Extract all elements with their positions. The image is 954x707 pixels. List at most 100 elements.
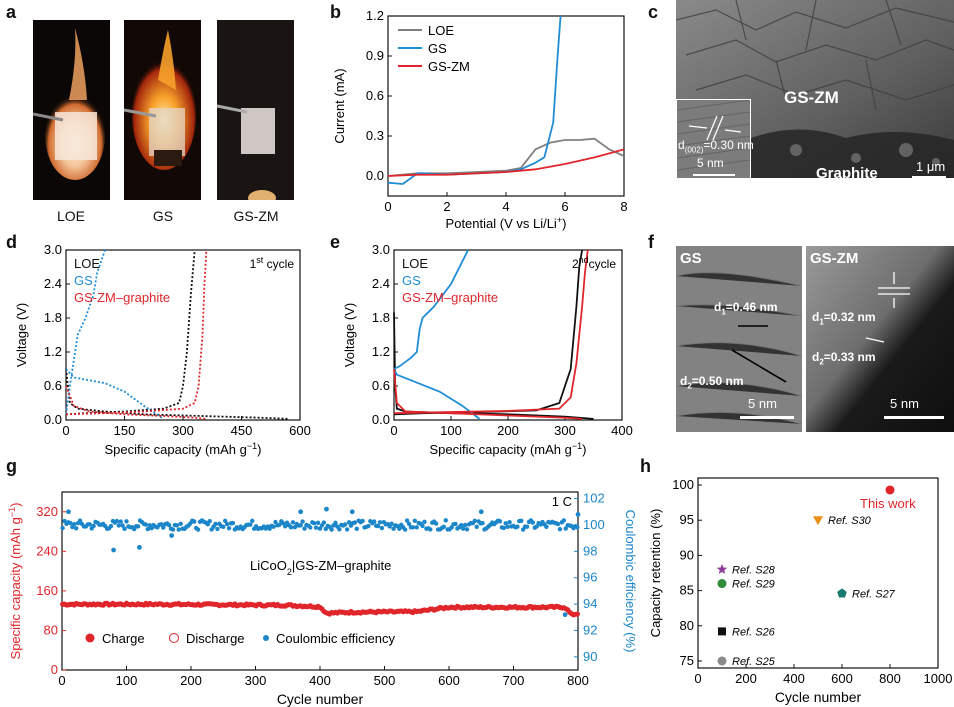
x-tick-label: 6 bbox=[561, 199, 568, 214]
ce-point bbox=[410, 525, 416, 530]
legend-discharge-marker bbox=[169, 633, 179, 643]
ce-point bbox=[344, 527, 350, 532]
x-tick-label: 0 bbox=[58, 673, 65, 688]
ce-point bbox=[226, 526, 232, 531]
point-ref-s27 bbox=[837, 588, 847, 598]
series-line-4 bbox=[393, 368, 583, 420]
plot-frame bbox=[65, 249, 301, 421]
ce-point bbox=[530, 520, 536, 525]
label-point-ref-s25: Ref. S25 bbox=[732, 656, 776, 668]
sem-label-gszm: GS-ZM bbox=[784, 88, 839, 107]
ce-point bbox=[534, 524, 539, 529]
panel-letter-b: b bbox=[330, 2, 341, 22]
lattice-fringe-icon bbox=[676, 99, 751, 171]
ce-point bbox=[170, 527, 176, 532]
panel-letter-c: c bbox=[648, 2, 659, 22]
ce-point bbox=[315, 520, 321, 526]
sem-scale-bar bbox=[912, 176, 946, 178]
x-tick-label: 800 bbox=[879, 671, 901, 686]
ce-point bbox=[555, 521, 561, 527]
ce-outlier-point bbox=[111, 547, 116, 553]
inset-scale-bar bbox=[693, 174, 735, 176]
ce-point bbox=[544, 524, 549, 530]
ce-point bbox=[371, 519, 377, 524]
ce-point bbox=[192, 519, 197, 524]
ce-point bbox=[342, 522, 348, 527]
chart-g: 0 100 200 300 400 500 600 700 800 0 80 160 240 320 90 9… bbox=[7, 491, 638, 707]
flame-photo-loe bbox=[33, 20, 110, 200]
y-tick-label: 3.0 bbox=[372, 242, 390, 257]
ce-point bbox=[313, 525, 319, 530]
ce-point bbox=[277, 522, 282, 528]
ce-point bbox=[460, 526, 466, 531]
label-point-ref-s28: Ref. S28 bbox=[732, 564, 776, 576]
x-tick-label: 600 bbox=[831, 671, 853, 686]
ce-outlier-point bbox=[324, 506, 329, 512]
series-line-gs bbox=[387, 15, 562, 185]
legend-label: LOE bbox=[402, 256, 428, 271]
legend-ce-marker bbox=[263, 635, 269, 641]
label-point-ref-s29: Ref. S29 bbox=[732, 579, 775, 591]
ce-point bbox=[402, 527, 408, 532]
legend-label: GS bbox=[428, 41, 447, 56]
ce-point bbox=[124, 519, 129, 524]
series-line-loe bbox=[387, 137, 625, 177]
y-right-tick-label: 96 bbox=[583, 570, 597, 585]
caption-loe: LOE bbox=[56, 208, 85, 224]
ce-point bbox=[453, 521, 458, 527]
panel-letter-d: d bbox=[6, 232, 17, 252]
inset-scale-label: 5 nm bbox=[697, 156, 724, 170]
ce-point bbox=[282, 524, 288, 529]
y-tick-label: 2.4 bbox=[372, 276, 390, 291]
ce-point bbox=[317, 526, 323, 531]
ce-point bbox=[412, 518, 418, 524]
y-right-tick-label: 98 bbox=[583, 543, 597, 558]
ce-point bbox=[118, 519, 123, 524]
x-tick-label: 600 bbox=[289, 423, 311, 438]
y-tick-label: 0.9 bbox=[366, 48, 384, 63]
y-right-axis-label: Coulombic efficiency (%) bbox=[623, 510, 638, 653]
y-tick-label: 1.8 bbox=[372, 310, 390, 325]
ce-outlier-point bbox=[66, 509, 71, 515]
ce-point bbox=[72, 521, 77, 527]
point-ref-s26 bbox=[718, 627, 726, 636]
ce-point bbox=[433, 521, 439, 526]
tem-gs-texture-icon bbox=[676, 246, 802, 432]
ce-point bbox=[462, 522, 468, 528]
x-tick-label: 600 bbox=[438, 673, 460, 688]
y-tick-label: 85 bbox=[680, 583, 694, 598]
ce-point bbox=[329, 527, 334, 532]
ce-point bbox=[122, 526, 127, 531]
series-line-4 bbox=[65, 385, 207, 420]
ce-point bbox=[354, 526, 359, 532]
plot-frame bbox=[697, 477, 939, 669]
chart-e: 0 100 200 300 400 0.0 0.6 1.2 1.8 2.4 3.0 LOE GS GS-Z… bbox=[342, 242, 633, 457]
ce-point bbox=[60, 525, 65, 531]
ce-point bbox=[108, 523, 114, 529]
y-axis-label: Voltage (V) bbox=[342, 303, 357, 367]
y-axis-label: Current (mA) bbox=[332, 68, 347, 143]
legend-label: GS bbox=[402, 273, 421, 288]
y-tick-label: 75 bbox=[680, 653, 694, 668]
y-tick-label: 1.2 bbox=[44, 344, 62, 359]
ce-point bbox=[557, 526, 563, 532]
tem-gs-scale-label: 5 nm bbox=[748, 396, 777, 411]
tem-gs-d1: d1=0.46 nm bbox=[714, 300, 778, 317]
y-tick-label: 80 bbox=[44, 622, 58, 637]
ce-point bbox=[174, 523, 180, 528]
charge-point bbox=[574, 611, 580, 617]
ce-point bbox=[77, 518, 83, 523]
ce-point bbox=[459, 523, 464, 528]
rate-label: 1 C bbox=[552, 494, 572, 509]
y-tick-label: 100 bbox=[672, 477, 694, 492]
ce-point bbox=[302, 526, 307, 531]
x-tick-label: 700 bbox=[503, 673, 525, 688]
ce-point bbox=[178, 521, 183, 527]
x-tick-label: 800 bbox=[567, 673, 589, 688]
point-this-work bbox=[885, 485, 895, 495]
ce-point bbox=[414, 525, 419, 530]
tem-gszm-d2: d2=0.33 nm bbox=[812, 350, 876, 367]
tem-gs-label: GS bbox=[680, 250, 702, 267]
ce-point bbox=[561, 518, 567, 523]
ce-point bbox=[474, 524, 479, 529]
